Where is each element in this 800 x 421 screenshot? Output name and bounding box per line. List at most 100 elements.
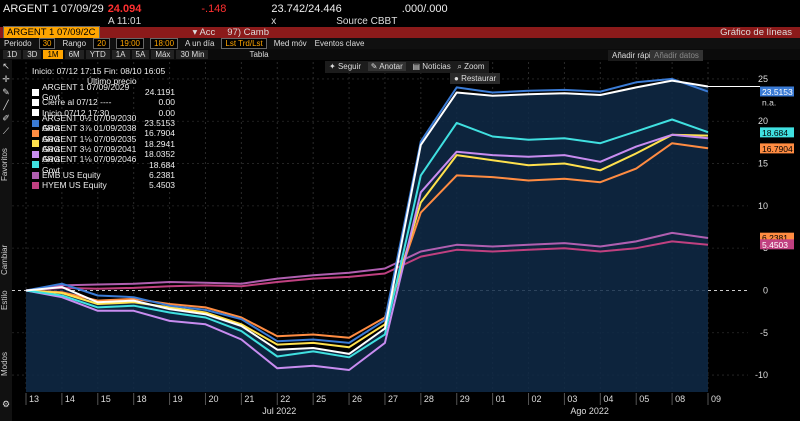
x-tick-label: 18	[137, 394, 147, 404]
rango-input[interactable]: 20	[93, 38, 110, 49]
trend-icon[interactable]: ⟋	[2, 126, 10, 136]
periodo-input[interactable]: 30	[38, 38, 56, 49]
add-quick-button[interactable]: Añadir rápic	[608, 50, 659, 61]
last-price: 24.094	[107, 3, 142, 15]
legend-swatch	[32, 140, 39, 148]
series-line	[25, 240, 709, 292]
period-button-máx[interactable]: Máx	[151, 50, 175, 59]
x-tick-label: 15	[101, 394, 111, 404]
period-button-30-min[interactable]: 30 Min	[176, 50, 209, 59]
settings-icon[interactable]: ⚙	[1, 399, 11, 409]
legend-value: 18.2941	[144, 138, 175, 149]
sidebar-estilo-label: Estilo	[0, 290, 9, 310]
legend-range: Inicio: 07/12 17:15 Fin: 08/10 16:05	[32, 66, 166, 76]
series-line	[25, 142, 709, 339]
legend-item[interactable]: ARGENT 1⅛ 07/09/2035 Govt 18.2941	[32, 134, 175, 154]
cursor-icon[interactable]: ↖	[2, 61, 10, 71]
legend-item[interactable]: ARGENT 1⅛ 07/09/2046 Govt 18.684	[32, 154, 175, 175]
legend-swatch	[32, 98, 39, 106]
period-button-5a[interactable]: 5A	[131, 50, 150, 59]
legend-item[interactable]: Inicio 07/12 17:30 0.00	[32, 108, 175, 118]
area-fill-path	[26, 80, 708, 392]
x-tick-label: 14	[65, 394, 75, 404]
value-tag-bg	[760, 86, 794, 97]
moving-average-toggle[interactable]: Med móv	[273, 39, 307, 48]
legend-name: ARGENT 1⅛ 07/09/2046 Govt	[42, 154, 137, 175]
series-line	[25, 118, 709, 359]
restore-button[interactable]: ● Restaurar	[450, 73, 501, 84]
x-tick-label: 04	[603, 394, 613, 404]
period-buttons: 1D 3D 1M 6M YTD 1A 5A Máx 30 Min	[2, 50, 209, 59]
price-change: -.148	[201, 3, 227, 15]
value-tag-bg	[760, 239, 794, 250]
legend-swatch	[32, 109, 39, 117]
legend-name: Cierre al 07/12 ----	[42, 97, 112, 108]
series-lines	[25, 77, 709, 371]
x-tick-label: 29	[460, 394, 470, 404]
value-tag-text: 6.2381	[762, 233, 788, 243]
news-button[interactable]: ▤ Noticias	[412, 62, 451, 71]
period-buttons-bar: 1D 3D 1M 6M YTD 1A 5A Máx 30 Min Tabla	[0, 49, 800, 60]
ticker-name[interactable]: ARGENT 1 07/09/29	[3, 3, 104, 15]
legend-item[interactable]: ARGENT 1 07/09/2029 Govt 24.1191	[32, 82, 175, 102]
x-tick-label: 19	[173, 394, 183, 404]
a-un-dia-toggle[interactable]: A un día	[185, 39, 215, 48]
line-icon[interactable]: ╱	[3, 100, 9, 110]
period-button-6m[interactable]: 6M	[64, 50, 84, 59]
key-events-toggle[interactable]: Eventos clave	[314, 39, 365, 48]
annotate-button[interactable]: ✎ Anotar	[367, 62, 406, 71]
camb-menu[interactable]: 97) Camb	[227, 27, 269, 38]
follow-button[interactable]: ✦ Seguir	[329, 62, 362, 71]
value-tag-bg	[760, 143, 794, 154]
legend-item[interactable]: ARGENT 0½ 07/09/2030 Govt 23.5153	[32, 113, 175, 133]
legend-name: EMB US Equity	[42, 169, 101, 180]
chart-tools: ✦ Seguir ✎ Anotar ▤ Noticias ⌕ Zoom	[325, 61, 489, 73]
crosshair-icon[interactable]: ✛	[2, 74, 10, 84]
x-axis-ticks: 13 14 15 18 19 20 21 22 25 26 27 28 29 01 02 03 04 05 08 09…	[12, 86, 800, 421]
legend-swatch	[32, 182, 39, 190]
condition-marker: x	[271, 15, 277, 27]
legend-name: ARGENT 3⅞ 01/09/2038 Govt	[42, 123, 137, 144]
last-trade-select[interactable]: Lst Trd/Lst	[221, 38, 267, 49]
period-button-1d[interactable]: 1D	[3, 50, 22, 59]
legend-item[interactable]: ARGENT 3½ 07/09/2041 Govt 18.0352	[32, 144, 175, 164]
period-button-1m[interactable]: 1M	[43, 50, 63, 59]
legend-value: 18.684	[149, 159, 175, 170]
period-button-1a[interactable]: 1A	[111, 50, 130, 59]
x-tick-label: 28	[424, 394, 434, 404]
y-tick-label: -10	[755, 370, 768, 380]
bid-ask: 23.742/24.446	[271, 3, 342, 15]
series-line	[25, 133, 709, 371]
legend-swatch	[32, 130, 39, 138]
legend-header: Último precio	[87, 76, 137, 87]
time-from-input[interactable]: 19:00	[115, 38, 144, 49]
y-tick-label: -5	[760, 328, 768, 338]
acc-menu[interactable]: ▾ Acc	[192, 27, 216, 38]
legend-value: 5.4503	[149, 180, 175, 191]
table-tab[interactable]: Tabla	[249, 50, 269, 59]
zoom-button[interactable]: ⌕ Zoom	[457, 62, 485, 71]
legend-item[interactable]: HYEM US Equity 5.4503	[32, 180, 175, 190]
legend-name: HYEM US Equity	[42, 180, 107, 191]
series-line	[25, 77, 709, 344]
pencil-icon[interactable]: ✎	[2, 87, 10, 97]
legend-item[interactable]: Cierre al 07/12 ---- 0.00	[32, 97, 175, 107]
source-label: Source CBBT	[336, 15, 398, 27]
add-data-button[interactable]: Añadir datos	[650, 50, 703, 61]
legend-item[interactable]: ARGENT 3⅞ 01/09/2038 Govt 16.7904	[32, 123, 175, 144]
sidebar-favoritos-label: Favoritos	[0, 148, 9, 181]
x-tick-label: 09	[711, 394, 721, 404]
sidebar-cambiar-label: Cambiar	[0, 244, 9, 276]
period-button-3d[interactable]: 3D	[23, 50, 42, 59]
time-to-input[interactable]: 18:00	[150, 38, 179, 49]
brush-icon[interactable]: ✐	[2, 113, 10, 123]
series-line	[25, 79, 709, 355]
y-tick-label: 15	[758, 159, 768, 169]
legend-value: 23.5153	[144, 117, 175, 128]
period-button-ytd[interactable]: YTD	[85, 50, 110, 59]
legend-item[interactable]: EMB US Equity 6.2381	[32, 170, 175, 180]
x-tick-label: 01	[496, 394, 506, 404]
x-tick-label: 25	[316, 394, 326, 404]
x-tick-label: 26	[352, 394, 362, 404]
